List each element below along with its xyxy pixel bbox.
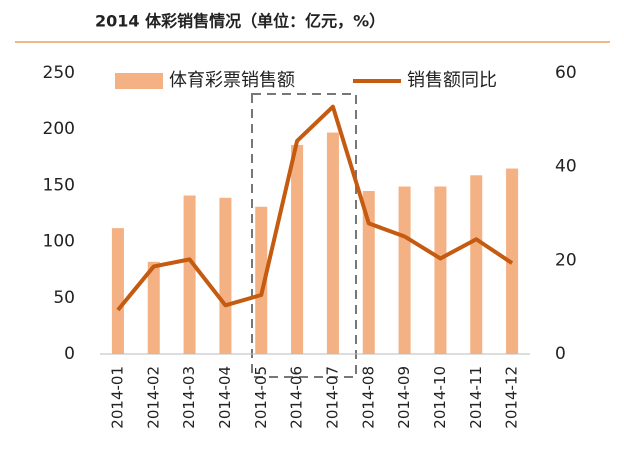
x-tick-label: 2014-01 bbox=[108, 366, 126, 429]
line bbox=[116, 104, 514, 312]
chart-title: 2014 体彩销售情况（单位：亿元，%） bbox=[95, 12, 385, 31]
legend-label: 体育彩票销售额 bbox=[169, 70, 295, 91]
x-tick-label: 2014-03 bbox=[180, 366, 198, 429]
bar bbox=[183, 195, 196, 354]
bar bbox=[434, 186, 447, 354]
y2-tick-label: 20 bbox=[555, 250, 577, 270]
y2-tick-label: 0 bbox=[555, 344, 566, 364]
bar bbox=[326, 132, 339, 354]
x-tick-label: 2014-08 bbox=[359, 366, 377, 429]
x-tick-label: 2014-07 bbox=[323, 366, 341, 429]
legend-swatch bbox=[115, 73, 163, 89]
x-tick-label: 2014-02 bbox=[144, 366, 162, 429]
y-tick-label: 50 bbox=[53, 288, 75, 308]
y-tick-label: 150 bbox=[43, 175, 75, 195]
highlight-box bbox=[251, 93, 357, 378]
y-tick-label: 200 bbox=[43, 119, 75, 139]
bar bbox=[362, 191, 375, 354]
bar bbox=[111, 228, 124, 354]
x-tick-label: 2014-10 bbox=[431, 366, 449, 429]
y2-tick-label: 40 bbox=[555, 157, 577, 177]
y-tick-label: 0 bbox=[64, 344, 75, 364]
x-tick-label: 2014-11 bbox=[467, 366, 485, 429]
bar bbox=[398, 186, 411, 354]
y2-tick-label: 60 bbox=[555, 63, 577, 83]
bar bbox=[255, 206, 268, 354]
y-tick-label: 250 bbox=[43, 63, 75, 83]
x-tick-label: 2014-09 bbox=[395, 366, 413, 429]
legend-label: 销售额同比 bbox=[407, 70, 497, 91]
bar bbox=[219, 197, 232, 354]
x-tick-label: 2014-05 bbox=[252, 366, 270, 429]
bar bbox=[147, 261, 160, 354]
bar bbox=[291, 144, 304, 354]
bar bbox=[470, 175, 483, 354]
x-tick-label: 2014-06 bbox=[288, 366, 306, 429]
y-tick-label: 100 bbox=[43, 232, 75, 252]
x-tick-label: 2014-12 bbox=[503, 366, 521, 429]
x-tick-label: 2014-04 bbox=[216, 366, 234, 429]
